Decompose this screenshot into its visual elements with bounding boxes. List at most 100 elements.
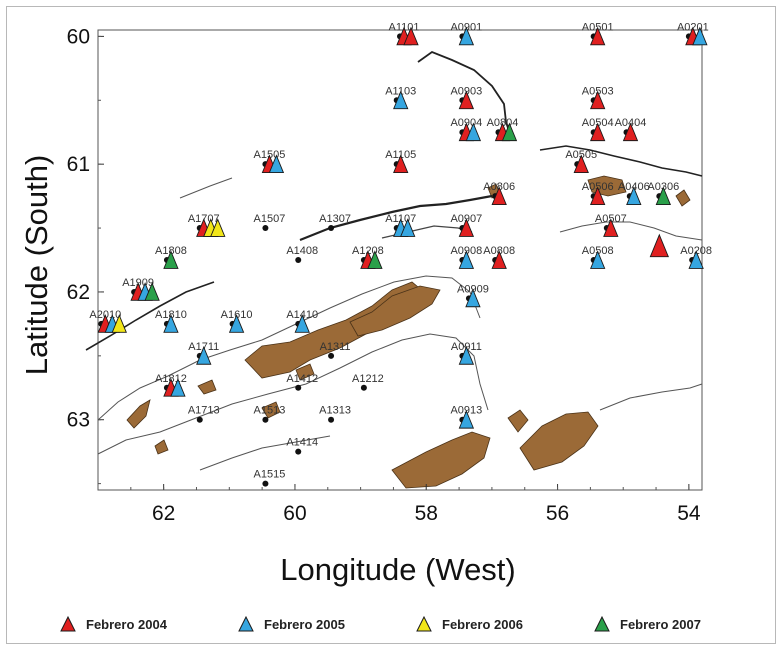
station-A1105: A1105	[385, 149, 416, 174]
sample-marker-2005	[626, 186, 642, 205]
x-tick-label: 62	[152, 502, 175, 525]
station-A1507: A1507	[254, 213, 286, 232]
station-A0909: A0909	[457, 283, 489, 308]
legend-triangle-icon	[594, 616, 610, 632]
legend-item: Febrero 2006	[416, 616, 523, 632]
station-dot	[262, 416, 269, 423]
sample-marker-2004	[403, 26, 419, 46]
sample-marker-2005	[458, 409, 475, 429]
station-label: A1513	[254, 405, 286, 417]
land-south-block	[391, 431, 491, 489]
station-A0406: A0406	[618, 181, 650, 205]
legend-item: Febrero 2007	[594, 616, 701, 632]
land-deception	[261, 401, 281, 419]
sample-marker-2005	[458, 346, 475, 365]
station-A0804: A0804	[487, 117, 518, 142]
sample-marker-2004	[491, 186, 507, 205]
station-A1212: A1212	[352, 373, 384, 391]
station-A0806: A0806	[483, 181, 515, 205]
station-A1812: A1812	[155, 373, 187, 397]
station-dot	[328, 352, 335, 359]
station-A0507: A0507	[595, 213, 627, 237]
station-A0208: A0208	[680, 245, 712, 269]
station-A1101: A1101	[389, 21, 420, 46]
sample-marker-2005	[393, 90, 409, 110]
station-label: A1412	[286, 373, 318, 385]
y-tick-label: 61	[67, 153, 90, 176]
y-tick-label: 63	[67, 409, 90, 432]
sample-marker-2005	[458, 250, 475, 269]
sample-marker-2006	[210, 218, 226, 237]
station-A0908: A0908	[450, 245, 482, 269]
sample-marker-2005	[465, 122, 482, 142]
contour-east-1	[539, 145, 703, 177]
sample-marker-2005	[196, 346, 212, 365]
sample-marker-2007	[501, 122, 518, 142]
station-A1208: A1208	[352, 245, 384, 269]
sample-marker-2004	[622, 122, 639, 142]
sample-marker-2005	[465, 288, 481, 308]
sample-marker-2004	[458, 90, 475, 110]
land-clarence	[675, 189, 691, 207]
figure-frame	[6, 6, 776, 644]
station-A1513: A1513	[254, 405, 286, 423]
station-A2010: A2010	[89, 309, 127, 333]
station-A0901: A0901	[450, 21, 482, 46]
station-label: A1212	[352, 373, 384, 385]
land-smith	[126, 399, 151, 429]
station-A0911: A0911	[451, 341, 482, 365]
legend-label: Febrero 2004	[86, 616, 167, 632]
station-A0404: A0404	[615, 117, 646, 142]
station-A0501: A0501	[582, 21, 614, 46]
station-dot	[295, 384, 302, 391]
sample-marker-2007	[367, 250, 383, 269]
station-A0505: A0505	[565, 149, 597, 174]
legend-item: Febrero 2005	[238, 616, 345, 632]
station-label: A1307	[319, 213, 351, 225]
station-label: A1713	[188, 405, 220, 417]
station-A0907: A0907	[450, 213, 482, 237]
station-A0504: A0504	[582, 117, 614, 142]
station-A1313: A1313	[319, 405, 351, 423]
sample-marker-2004	[458, 218, 475, 237]
legend-triangle-icon	[60, 616, 76, 632]
land-low	[154, 439, 169, 455]
land-nelson	[295, 363, 315, 381]
legend: Febrero 2004 Febrero 2005 Febrero 2006 Febr…	[60, 616, 760, 640]
station-label: A1414	[286, 437, 318, 449]
station-A1810: A1810	[155, 309, 187, 333]
contour-west-1	[85, 281, 215, 351]
legend-label: Febrero 2005	[264, 616, 345, 632]
station-A1410: A1410	[286, 309, 318, 333]
station-A1808: A1808	[155, 245, 187, 269]
station-A1414: A1414	[286, 437, 318, 455]
sample-marker-2005	[590, 250, 606, 269]
station-A0508: A0508	[582, 245, 614, 269]
station-dot	[328, 416, 335, 423]
station-A1711: A1711	[188, 341, 219, 365]
x-tick-label: 58	[415, 502, 438, 525]
contour-se	[599, 383, 703, 411]
station-A1412: A1412	[286, 373, 318, 391]
x-axis-title: Longitude (West)	[280, 552, 516, 587]
station-A1408: A1408	[286, 245, 318, 263]
station-dot	[295, 257, 302, 263]
legend-triangle-icon	[238, 616, 254, 632]
y-tick-label: 60	[67, 25, 90, 48]
y-tick-label: 62	[67, 281, 90, 304]
station-dot	[328, 225, 335, 232]
station-A1610: A1610	[221, 309, 252, 333]
landmass-layer	[126, 175, 691, 489]
legend-label: Febrero 2006	[442, 616, 523, 632]
contour-south-scotia-1	[299, 194, 493, 242]
legend-label: Febrero 2007	[620, 616, 701, 632]
sample-marker-2004	[590, 122, 606, 142]
sample-marker-2004	[573, 154, 589, 174]
sample-marker-2004	[590, 186, 606, 205]
station-label: A1507	[254, 213, 286, 225]
sample-marker-2007	[144, 282, 160, 301]
sample-marker-2005	[400, 218, 416, 237]
station-A0306: A0306	[647, 181, 679, 205]
station-dot	[360, 384, 367, 391]
